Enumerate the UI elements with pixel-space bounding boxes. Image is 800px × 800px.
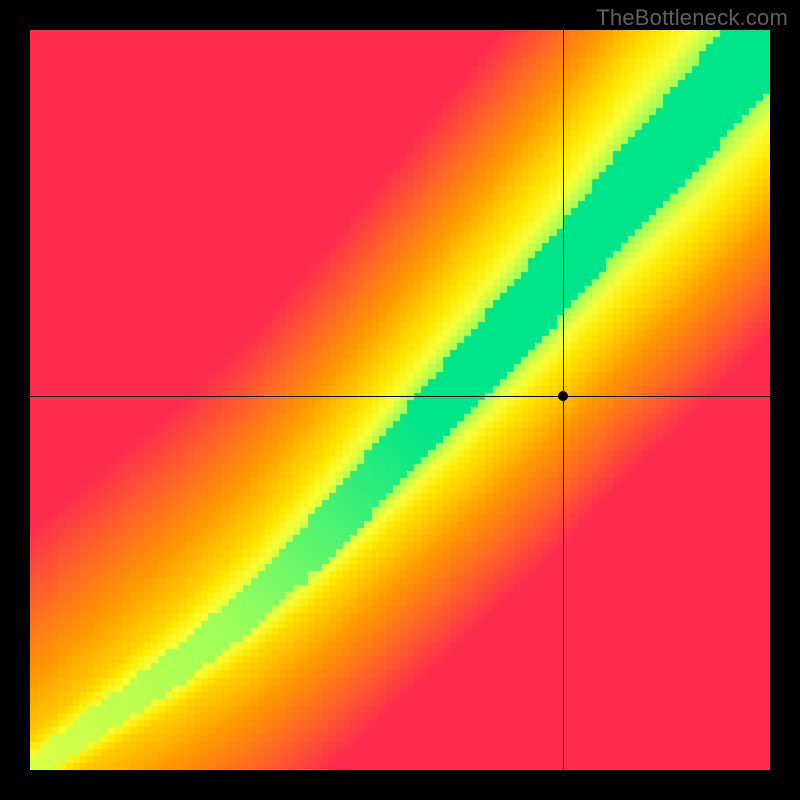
crosshair-horizontal — [30, 396, 770, 397]
intersection-point — [558, 391, 568, 401]
watermark-text: TheBottleneck.com — [596, 5, 788, 31]
heatmap-canvas — [30, 30, 770, 770]
plot-area — [30, 30, 770, 770]
chart-container: TheBottleneck.com — [0, 0, 800, 800]
